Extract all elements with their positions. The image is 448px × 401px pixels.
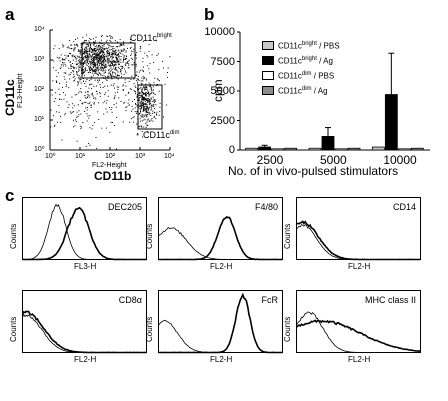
hist-xlabel: FL2-H [348, 262, 371, 271]
bar [410, 147, 424, 151]
gate-bright [81, 42, 136, 79]
panel-b-bars [245, 52, 424, 151]
hist-curve [21, 310, 147, 354]
histogram-4 [158, 290, 283, 354]
b-ytick-label: 7500 [210, 55, 235, 68]
legend-item-bright-pbs: CD11cbright / PBS [262, 38, 340, 53]
bar [321, 136, 335, 151]
hist-ylabel: Counts [9, 223, 18, 249]
hist-marker-label: F4/80 [254, 202, 278, 212]
hist-curve [295, 319, 421, 352]
hist-xlabel: FL2-H [210, 355, 233, 364]
b-ytick-label: 2500 [210, 114, 235, 127]
hist-ylabel: Counts [283, 316, 292, 342]
bar [334, 148, 348, 151]
b-category-label: 10000 [383, 153, 417, 167]
panel-b-legend: CD11cbright / PBS CD11cbright / Ag CD11c… [262, 38, 340, 98]
a-ytick-1: 10¹ [34, 116, 45, 123]
hist-marker-label: CD14 [392, 202, 416, 212]
panel-c-letter: c [5, 186, 15, 205]
hist-curve [158, 319, 283, 353]
panel-a-ticks [49, 29, 171, 151]
hist-marker-label: MHC class II [364, 295, 416, 305]
legend-swatch [262, 56, 274, 65]
gate-dim [137, 84, 163, 130]
legend-swatch [262, 41, 274, 50]
hist-xlabel: FL2-H [348, 355, 371, 364]
hist-curve [296, 311, 421, 353]
legend-swatch [262, 86, 274, 95]
b-ytick-label: 10000 [204, 26, 235, 38]
hist-marker-label: CD8α [118, 295, 142, 305]
hist-curve [22, 206, 147, 261]
bar [308, 147, 322, 151]
b-category-label: 5000 [320, 153, 347, 167]
histogram-5 [295, 290, 421, 353]
hist-curve [296, 223, 421, 260]
hist-xlabel: FL3-H [74, 262, 97, 271]
legend-item-dim-ag: CD11cdim / Ag [262, 83, 340, 98]
a-xtick-3: 10³ [135, 153, 146, 160]
bar [284, 147, 298, 151]
a-xtick-1: 10¹ [75, 153, 86, 160]
hist-curve [22, 313, 147, 353]
histogram-3 [21, 290, 147, 354]
a-ytick-3: 10³ [34, 56, 45, 63]
a-xtick-2: 10² [105, 153, 116, 160]
a-ytick-0: 10⁰ [34, 146, 45, 153]
bar [347, 147, 361, 151]
hist-ylabel: Counts [145, 316, 154, 342]
panel-b-letter: b [204, 5, 215, 24]
a-xtick-4: 10⁴ [164, 153, 175, 160]
bar [245, 147, 259, 151]
hist-ylabel: Counts [9, 316, 18, 342]
hist-marker-label: FcR [261, 295, 279, 305]
hist-curve [158, 292, 283, 354]
hist-ylabel: Counts [145, 223, 154, 249]
bar [384, 94, 398, 151]
histogram-2 [296, 197, 421, 261]
b-category-label: 2500 [256, 153, 284, 167]
gate-bright-label: CD11cbright [130, 33, 172, 43]
hist-marker-label: DEC205 [107, 202, 142, 212]
histogram-1 [158, 197, 283, 261]
panel-b-xlabel: No. of in vivo-pulsed stimulators [228, 164, 399, 178]
panel-a-scatter-plot [49, 29, 171, 151]
hist-xlabel: FL2-H [74, 355, 97, 364]
hist-curve [158, 215, 283, 261]
bar [271, 148, 285, 151]
a-ytick-2: 10² [34, 86, 45, 93]
b-ytick-label: 0 [228, 144, 235, 156]
legend-swatch [262, 71, 274, 80]
bar [397, 148, 411, 151]
legend-item-dim-pbs: CD11cdim / PBS [262, 68, 340, 83]
hist-ylabel: Counts [283, 223, 292, 249]
legend-item-bright-ag: CD11cbright / Ag [262, 53, 340, 68]
panel-a-xlabel: CD11b [94, 169, 132, 183]
hist-curve [296, 220, 421, 261]
a-ytick-4: 10⁴ [34, 26, 45, 33]
hist-curve [158, 226, 283, 260]
b-ytick-label: 5000 [210, 85, 235, 97]
panel-b-bar-chart [237, 31, 430, 151]
bar [371, 146, 385, 151]
histogram-0 [22, 197, 147, 261]
a-xtick-0: 10⁰ [45, 153, 56, 160]
hist-xlabel: FL2-H [210, 262, 233, 271]
bar [258, 146, 272, 151]
gate-dim-label: CD11cdim [143, 130, 180, 140]
hist-curve [22, 203, 147, 260]
panel-a-xlabel-small: FL2-Height [92, 162, 127, 169]
panel-a-letter: a [5, 5, 15, 24]
